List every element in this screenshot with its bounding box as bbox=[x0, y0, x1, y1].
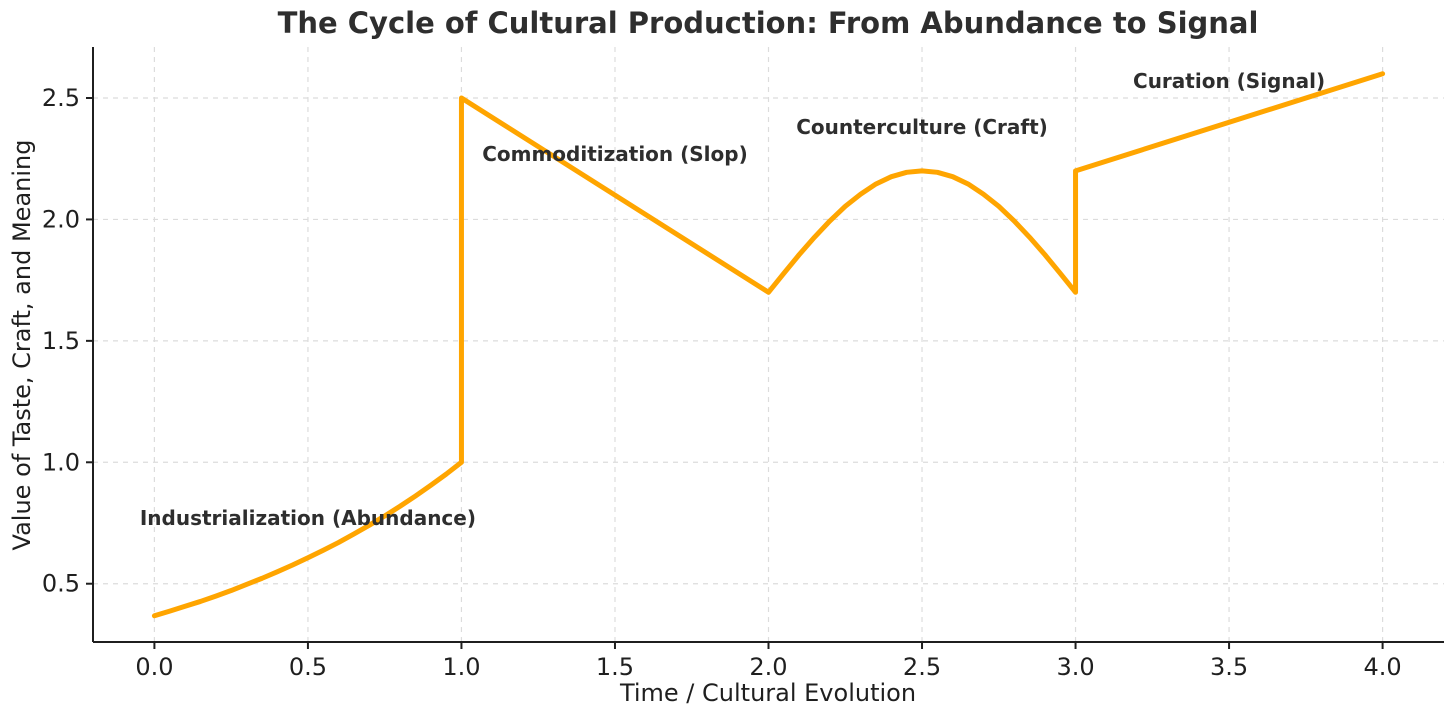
y-tick-label: 2.5 bbox=[42, 84, 80, 112]
x-axis-label: Time / Cultural Evolution bbox=[619, 679, 916, 707]
x-tick-label: 1.0 bbox=[442, 653, 480, 681]
x-tick-label: 3.0 bbox=[1056, 653, 1094, 681]
x-tick-label: 2.5 bbox=[903, 653, 941, 681]
x-tick-label: 0.5 bbox=[289, 653, 327, 681]
x-tick-label: 0.0 bbox=[135, 653, 173, 681]
y-tick-label: 1.5 bbox=[42, 327, 80, 355]
chart-title: The Cycle of Cultural Production: From A… bbox=[278, 6, 1259, 40]
y-tick-label: 0.5 bbox=[42, 570, 80, 598]
grid-layer bbox=[93, 47, 1444, 642]
axis-spines bbox=[92, 47, 1444, 643]
x-tick-label: 4.0 bbox=[1364, 653, 1402, 681]
x-tick-label: 2.0 bbox=[749, 653, 787, 681]
annotation-layer: Industrialization (Abundance) Commoditiza… bbox=[140, 69, 1325, 530]
x-tick-label: 1.5 bbox=[596, 653, 634, 681]
y-tick-label: 1.0 bbox=[42, 448, 80, 476]
value-line bbox=[151, 71, 1386, 619]
tick-layer: 0.0 0.5 1.0 1.5 2.0 2.5 3.0 3.5 4.0 0.5 1.0 1.5 2.0 2… bbox=[42, 84, 1402, 681]
phase-annotation: Industrialization (Abundance) bbox=[140, 506, 476, 530]
series-layer bbox=[151, 71, 1386, 619]
y-tick-label: 2.0 bbox=[42, 205, 80, 233]
phase-annotation: Commoditization (Slop) bbox=[482, 142, 748, 166]
phase-annotation: Counterculture (Craft) bbox=[796, 115, 1048, 139]
phase-annotation: Curation (Signal) bbox=[1133, 69, 1325, 93]
y-axis-label: Value of Taste, Craft, and Meaning bbox=[8, 140, 36, 551]
x-tick-label: 3.5 bbox=[1210, 653, 1248, 681]
